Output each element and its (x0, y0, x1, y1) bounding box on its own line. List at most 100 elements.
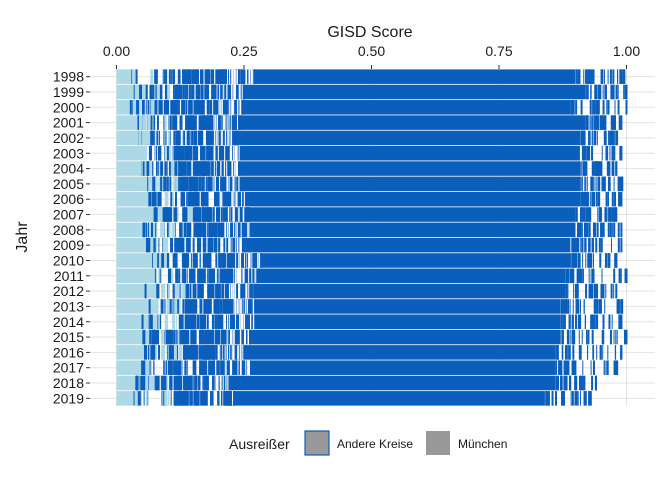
point-1998 (241, 69, 244, 84)
point-2001 (150, 115, 153, 130)
point-2019 (194, 391, 196, 406)
strip-andere-kreise-2015 (249, 329, 561, 345)
point-2010 (247, 253, 249, 268)
point-2013 (572, 299, 574, 314)
point-2013 (189, 299, 193, 314)
point-2000 (174, 100, 178, 115)
point-2013 (238, 299, 242, 314)
point-2019 (585, 391, 587, 406)
point-2012 (188, 283, 190, 299)
point-2003 (154, 145, 156, 161)
point-2014 (251, 314, 254, 330)
point-max-2017 (615, 360, 618, 375)
point-2007 (599, 207, 602, 222)
gap-2010 (249, 253, 251, 268)
point-2011 (228, 268, 232, 284)
point-2004 (608, 161, 610, 176)
point-max-2014 (620, 314, 623, 330)
point-2015 (179, 329, 181, 345)
point-2017 (226, 360, 230, 375)
point-2005 (586, 176, 588, 192)
point-2012 (201, 283, 204, 299)
point-2001 (198, 115, 201, 130)
point-2006 (605, 191, 608, 207)
point-2013 (208, 299, 212, 314)
point-2013 (142, 299, 146, 314)
point-2018 (179, 375, 182, 391)
gap-2003 (238, 145, 240, 161)
point-2017 (163, 360, 165, 375)
point-2009 (218, 237, 221, 253)
gap-2006 (241, 191, 243, 207)
point-2003 (609, 145, 611, 161)
strip-muenchen-2002 (116, 130, 148, 146)
point-2019 (583, 391, 585, 406)
gap-2011 (237, 268, 239, 284)
gap-2010 (240, 253, 242, 268)
point-2011 (566, 268, 569, 284)
gap-1998 (233, 69, 235, 84)
point-2008 (218, 222, 220, 238)
point-2005 (229, 176, 231, 192)
point-2008 (579, 222, 582, 238)
point-2008 (215, 222, 218, 238)
point-2013 (199, 299, 203, 314)
point-2006 (583, 191, 586, 207)
point-2010 (154, 253, 156, 268)
point-2009 (595, 237, 598, 253)
point-2016 (195, 345, 197, 360)
gap-2016 (224, 345, 226, 360)
gap-1999 (233, 84, 235, 100)
point-2007 (195, 207, 197, 222)
y-tick-label: 2016 (53, 344, 84, 360)
point-2004 (202, 161, 204, 176)
point-2005 (158, 176, 160, 192)
point-2007 (212, 207, 214, 222)
point-2014 (562, 314, 564, 330)
gap-2017 (229, 360, 231, 375)
legend-title: Ausreißer (229, 436, 290, 452)
point-2010 (190, 253, 192, 268)
gap-2016 (239, 345, 241, 360)
y-tick-label: 2005 (53, 176, 84, 192)
point-2008 (617, 222, 620, 238)
point-2014 (232, 314, 236, 330)
point-2014 (178, 314, 181, 330)
point-2017 (178, 360, 182, 375)
gap-1999 (231, 84, 233, 100)
gap-2015 (240, 329, 242, 345)
point-2003 (587, 145, 590, 161)
point-2014 (175, 314, 177, 330)
point-2002 (581, 130, 584, 146)
point-2013 (185, 299, 188, 314)
point-2013 (569, 299, 571, 314)
point-2013 (210, 299, 212, 314)
point-2013 (595, 299, 598, 314)
point-2002 (194, 130, 196, 146)
point-2017 (213, 360, 215, 375)
point-1999 (237, 84, 240, 100)
gap-2009 (240, 237, 242, 253)
point-2004 (194, 161, 197, 176)
gap-2002 (230, 130, 232, 146)
point-2008 (208, 222, 210, 238)
gap-2009 (225, 237, 227, 253)
point-2007 (235, 207, 237, 222)
point-1999 (211, 84, 215, 100)
point-2019 (575, 391, 578, 406)
point-2004 (156, 161, 158, 176)
point-2009 (571, 237, 574, 253)
point-2000 (607, 100, 610, 115)
point-2013 (593, 299, 596, 314)
point-2015 (216, 329, 220, 345)
point-2009 (204, 237, 206, 253)
point-2018 (140, 375, 144, 391)
point-2005 (198, 176, 200, 192)
point-2012 (251, 283, 253, 299)
point-2000 (215, 100, 218, 115)
gap-2002 (228, 130, 230, 146)
point-max-2011 (625, 268, 628, 284)
x-tick-label: 0.00 (103, 43, 130, 59)
point-2001 (238, 115, 242, 130)
gap-2011 (248, 268, 250, 284)
